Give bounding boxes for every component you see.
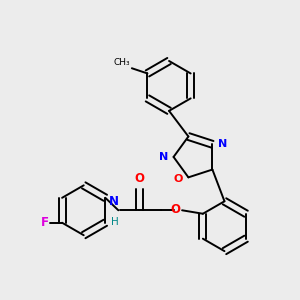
Text: O: O bbox=[173, 174, 183, 184]
Text: CH₃: CH₃ bbox=[113, 58, 130, 67]
Text: O: O bbox=[134, 172, 144, 185]
Text: F: F bbox=[40, 216, 49, 229]
Text: N: N bbox=[109, 194, 119, 208]
Text: H: H bbox=[111, 217, 119, 226]
Text: N: N bbox=[159, 152, 168, 162]
Text: O: O bbox=[170, 203, 180, 216]
Text: N: N bbox=[218, 139, 227, 149]
